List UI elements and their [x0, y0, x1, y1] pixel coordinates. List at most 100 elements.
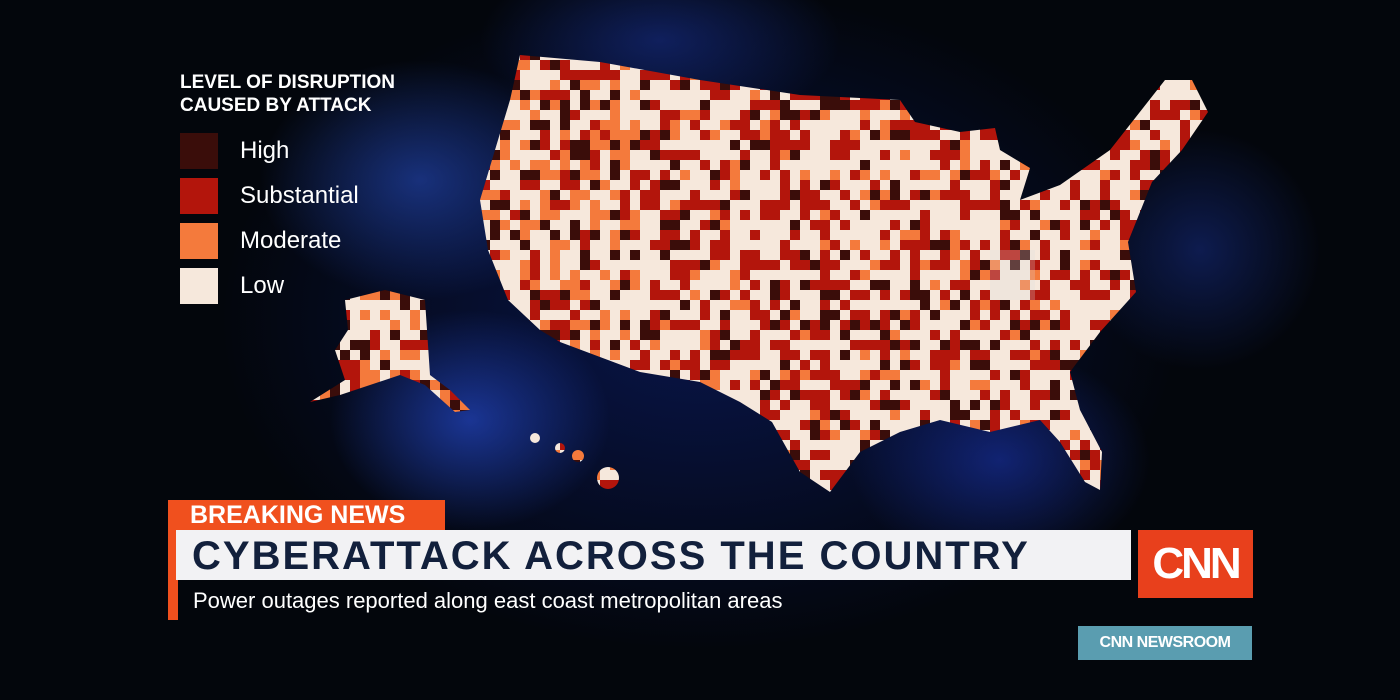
- county-cell: [1180, 140, 1190, 150]
- county-cell: [790, 150, 800, 160]
- county-cell: [440, 290, 450, 300]
- county-cell: [1110, 110, 1120, 120]
- county-cell: [390, 160, 400, 170]
- county-cell: [880, 130, 890, 140]
- county-cell: [880, 70, 890, 80]
- county-cell: [1040, 210, 1050, 220]
- county-cell: [950, 390, 960, 400]
- county-cell: [690, 250, 700, 260]
- county-cell: [790, 310, 800, 320]
- county-cell: [490, 450, 500, 460]
- county-cell: [560, 210, 570, 220]
- county-cell: [590, 70, 600, 80]
- county-cell: [670, 290, 680, 300]
- county-cell: [600, 260, 610, 270]
- county-cell: [350, 400, 360, 410]
- county-cell: [830, 420, 840, 430]
- county-cell: [1210, 70, 1220, 80]
- county-cell: [470, 490, 480, 492]
- county-cell: [850, 230, 860, 240]
- county-cell: [810, 330, 820, 340]
- county-cell: [820, 220, 830, 230]
- county-cell: [1020, 360, 1030, 370]
- county-cell: [380, 340, 390, 350]
- county-cell: [960, 430, 970, 440]
- county-cell: [780, 400, 790, 410]
- county-cell: [1190, 320, 1200, 330]
- county-cell: [920, 70, 930, 80]
- county-cell: [1140, 110, 1150, 120]
- county-cell: [620, 55, 630, 60]
- county-cell: [910, 210, 920, 220]
- county-cell: [540, 290, 550, 300]
- county-cell: [410, 310, 420, 320]
- county-cell: [980, 270, 990, 280]
- county-cell: [710, 130, 720, 140]
- county-cell: [750, 270, 760, 280]
- county-cell: [1150, 120, 1160, 130]
- county-cell: [560, 410, 570, 420]
- county-cell: [660, 350, 670, 360]
- county-cell: [1040, 160, 1050, 170]
- county-cell: [1210, 200, 1220, 210]
- county-cell: [450, 90, 460, 100]
- county-cell: [1160, 240, 1170, 250]
- county-cell: [1030, 300, 1040, 310]
- county-cell: [830, 380, 840, 390]
- county-cell: [670, 430, 680, 440]
- county-cell: [300, 490, 310, 500]
- county-cell: [1070, 200, 1080, 210]
- county-cell: [340, 490, 350, 492]
- county-cell: [1170, 390, 1180, 400]
- county-cell: [860, 350, 870, 360]
- county-cell: [490, 290, 500, 300]
- county-cell: [440, 270, 450, 280]
- county-cell: [910, 400, 920, 410]
- county-cell: [710, 390, 720, 400]
- county-cell: [470, 110, 480, 120]
- county-cell: [740, 90, 750, 100]
- county-cell: [1130, 110, 1140, 120]
- county-cell: [340, 150, 350, 160]
- county-cell: [1150, 70, 1160, 80]
- county-cell: [1110, 410, 1120, 420]
- county-cell: [1140, 430, 1150, 440]
- county-cell: [1040, 490, 1050, 492]
- county-cell: [510, 480, 520, 490]
- county-cell: [810, 230, 820, 240]
- county-cell: [610, 55, 620, 60]
- county-cell: [460, 400, 470, 410]
- county-cell: [730, 340, 740, 350]
- county-cell: [1040, 460, 1050, 470]
- county-cell: [590, 330, 600, 340]
- county-cell: [510, 260, 520, 270]
- county-cell: [1140, 180, 1150, 190]
- county-cell: [460, 70, 470, 80]
- county-cell: [970, 460, 980, 470]
- county-cell: [1190, 480, 1200, 490]
- county-cell: [820, 440, 830, 450]
- county-cell: [1140, 320, 1150, 330]
- county-cell: [480, 480, 490, 490]
- county-cell: [1050, 90, 1060, 100]
- county-cell: [1020, 430, 1030, 440]
- county-cell: [450, 290, 460, 300]
- county-cell: [820, 250, 830, 260]
- county-cell: [680, 340, 690, 350]
- county-cell: [530, 320, 540, 330]
- county-cell: [530, 470, 540, 480]
- county-cell: [1180, 460, 1190, 470]
- county-cell: [1130, 340, 1140, 350]
- county-cell: [1210, 130, 1220, 140]
- county-cell: [430, 320, 440, 330]
- county-cell: [410, 170, 420, 180]
- county-cell: [830, 160, 840, 170]
- county-cell: [460, 300, 470, 310]
- county-cell: [860, 200, 870, 210]
- county-cell: [810, 460, 820, 470]
- county-cell: [1110, 490, 1120, 492]
- county-cell: [630, 400, 640, 410]
- county-cell: [830, 60, 840, 70]
- county-cell: [560, 60, 570, 70]
- county-cell: [640, 190, 650, 200]
